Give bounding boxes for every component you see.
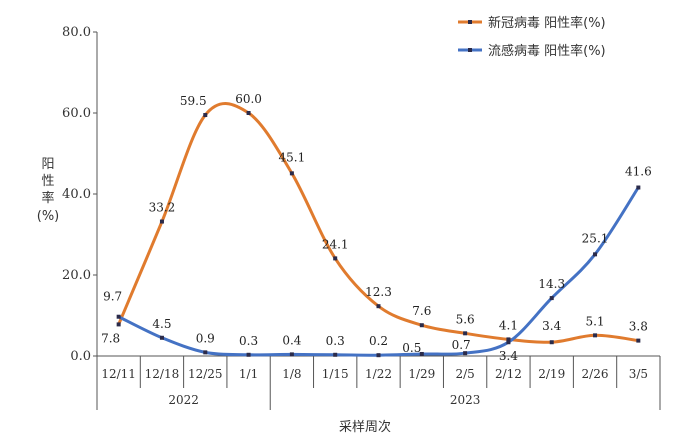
x-category-label: 12/25 [188,367,223,381]
flu-point [636,185,641,190]
y-axis-title: 阳 性 率 (%) [37,157,60,224]
covid-data-label: 24.1 [322,237,349,251]
covid-point [636,338,641,343]
x-category-label: 1/8 [282,367,301,381]
legend-marker [468,48,472,52]
y-tick-label: 60.0 [62,106,91,121]
axes [96,32,661,410]
covid-point [116,322,121,327]
flu-point [549,296,554,301]
flu-data-label: 0.3 [239,334,258,348]
year-group-labels: 2022 2023 [168,393,480,407]
flu-data-label: 0.9 [196,331,215,345]
covid-data-label: 60.0 [235,92,262,106]
y-tick-labels: 0.0 20.0 40.0 60.0 80.0 [62,25,97,364]
flu-point [593,252,598,257]
flu-point [116,314,121,319]
flu-data-label: 41.6 [625,165,652,179]
covid-point [246,111,251,115]
x-category-label: 1/22 [365,367,392,381]
legend: 新冠病毒 阳性率(%) 流感病毒 阳性率(%) [458,15,606,59]
flu-point [289,352,294,357]
y-axis-title-char: 性 [41,174,54,189]
x-category-label: 2/26 [582,367,609,381]
covid-point [463,331,468,336]
y-axis-title-unit: (%) [37,209,60,224]
x-category-label: 2/5 [455,367,474,381]
flu-data-label: 0.7 [452,338,471,352]
covid-point [203,113,208,118]
covid-point [159,219,164,224]
series-lines [117,102,640,357]
covid-data-label: 33.2 [149,201,176,215]
legend-marker [468,20,472,24]
flu-point [506,340,511,345]
covid-point [593,333,598,338]
covid-data-label: 45.1 [279,150,306,164]
flu-point [463,351,468,356]
flu-point [246,352,251,357]
covid-data-label: 3.4 [542,319,561,333]
flu-point [203,350,208,355]
legend-covid-label: 新冠病毒 阳性率(%) [488,15,606,31]
y-tick-label: 0.0 [70,349,91,364]
x-category-label: 12/18 [145,367,180,381]
covid-data-label: 3.8 [629,320,648,334]
covid-series-line [117,102,640,344]
x-category-label: 2/19 [538,367,565,381]
covid-point [549,340,554,345]
covid-data-label: 4.1 [499,318,518,332]
covid-point [333,256,338,261]
x-category-label: 1/29 [408,367,435,381]
y-tick-label: 80.0 [62,25,91,40]
x-axis-title: 采样周次 [339,419,391,435]
covid-data-label: 7.6 [412,304,431,318]
flu-data-label: 0.4 [282,333,301,347]
covid-point [419,323,424,328]
covid-data-label: 59.5 [180,94,207,108]
x-category-label: 2/12 [495,367,522,381]
flu-point [376,353,381,358]
flu-point [333,352,338,357]
flu-data-label: 9.7 [103,290,122,304]
y-tick-label: 40.0 [62,187,91,202]
flu-data-label: 0.3 [326,334,345,348]
covid-point [506,337,511,342]
y-tick-label: 20.0 [62,268,91,283]
covid-data-label: 5.1 [585,314,604,328]
y-axis-title-char: 率 [41,190,54,206]
x-category-labels: 12/11 12/18 12/25 1/1 1/8 1/15 1/22 1/29 2/5 2/12… [101,367,648,381]
series-markers [116,111,641,358]
flu-data-label: 4.5 [152,317,171,331]
flu-data-label: 0.5 [402,341,421,355]
covid-data-label: 12.3 [365,285,392,299]
covid-data-label: 7.8 [101,331,120,345]
flu-data-label: 25.1 [582,231,609,245]
year-group-label: 2022 [168,393,199,407]
x-category-label: 1/1 [239,367,258,381]
covid-point [376,304,381,309]
flu-data-label: 14.3 [538,277,565,291]
covid-data-label: 5.6 [456,312,475,326]
x-category-label: 3/5 [629,367,648,381]
x-category-label: 1/15 [322,367,349,381]
flu-data-label: 3.4 [499,349,518,363]
flu-point [419,351,424,356]
year-group-label: 2023 [450,393,481,407]
flu-point [159,335,164,340]
data-labels: 7.8 33.2 59.5 60.0 45.1 24.1 12.3 7.6 5.6 4.1 3.4 5… [101,92,652,363]
legend-flu-label: 流感病毒 阳性率(%) [488,43,606,59]
y-axis-title-char: 阳 [41,157,54,172]
x-category-label: 12/11 [101,367,136,381]
covid-point [289,171,294,176]
flu-data-label: 0.2 [369,334,388,348]
